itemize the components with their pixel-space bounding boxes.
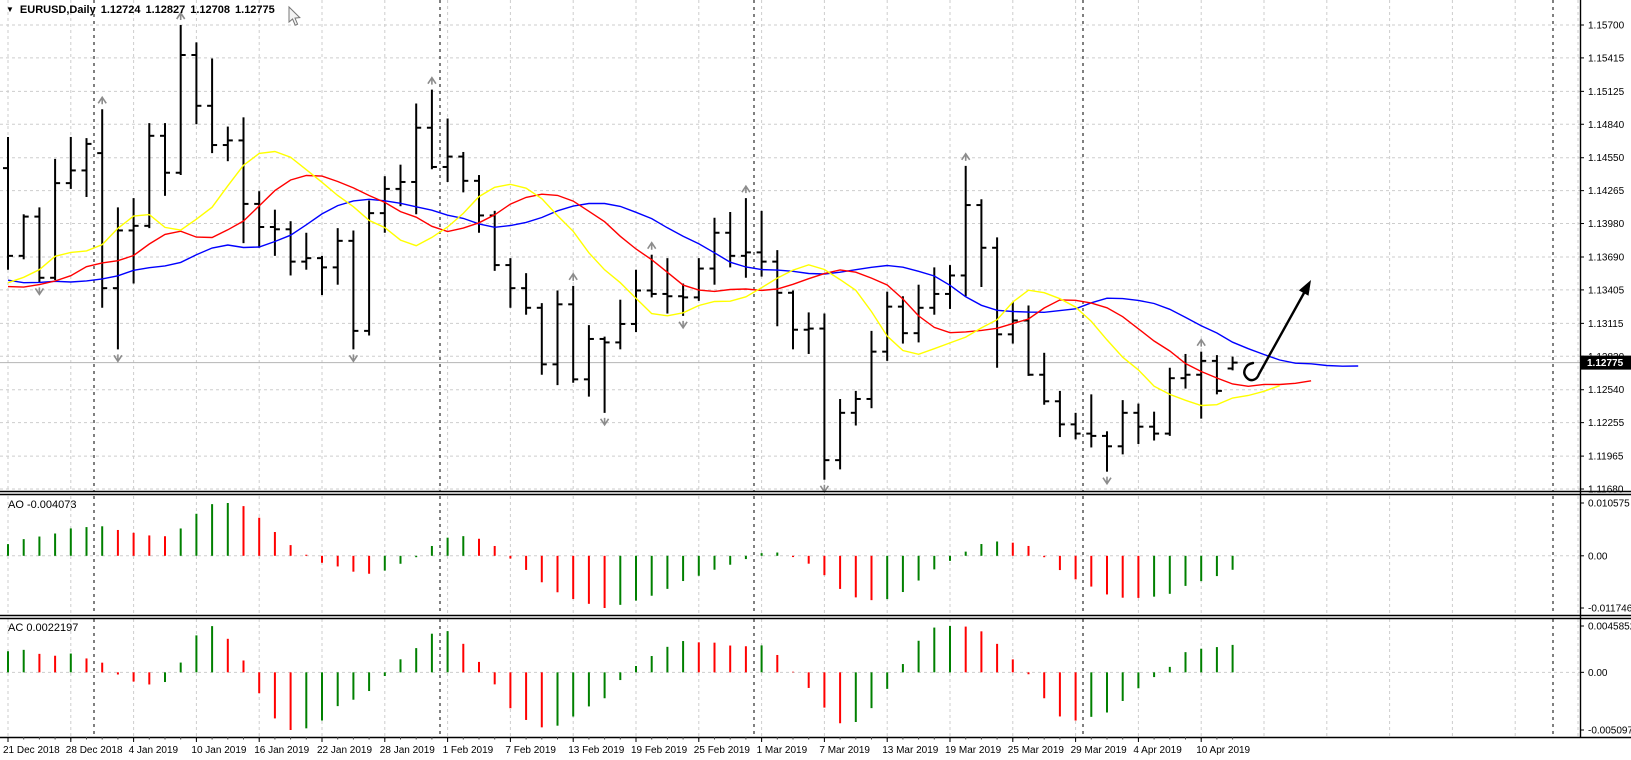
title-close-value: 1.12775 — [235, 4, 275, 16]
date-label: 4 Apr 2019 — [1133, 745, 1182, 756]
ao-histogram: 0.010575 0.00 -0.011746 — [0, 499, 1631, 615]
grid — [0, 0, 1580, 737]
date-label: 7 Mar 2019 — [819, 745, 870, 756]
fractal-down-icon — [34, 287, 45, 296]
fractal-up-icon — [961, 152, 971, 161]
date-label: 1 Mar 2019 — [757, 745, 808, 756]
price-axis-label: 1.14265 — [1588, 186, 1625, 197]
alligator-lips-line — [7, 150, 1280, 407]
fractal-up-icon — [1196, 338, 1206, 347]
fractal-down-icon — [113, 354, 123, 363]
price-axis-label: 1.15700 — [1588, 21, 1625, 32]
current-price-box — [1581, 355, 1631, 370]
date-label: 13 Mar 2019 — [882, 745, 939, 756]
ac-indicator-value: 0.0022197 — [26, 622, 79, 634]
date-label: 22 Jan 2019 — [317, 745, 372, 756]
trend-arrow-annotation[interactable] — [1243, 280, 1311, 382]
date-label: 1 Feb 2019 — [443, 745, 494, 756]
alligator-lines — [7, 150, 1359, 407]
period-separators — [93, 0, 1554, 737]
date-label: 28 Jan 2019 — [380, 745, 435, 756]
date-label: 19 Feb 2019 — [631, 745, 688, 756]
title-high-value: 1.12827 — [145, 4, 186, 16]
fractal-up-icon — [647, 241, 657, 250]
date-label: 16 Jan 2019 — [254, 745, 309, 756]
title-open-value: 1.12724 — [100, 4, 141, 16]
ao-indicator-label: AO -0.004073 — [8, 499, 77, 511]
date-label: 25 Mar 2019 — [1008, 745, 1065, 756]
current-price-value: 1.12775 — [1587, 358, 1624, 369]
fractal-up-icon — [427, 76, 437, 85]
panel-borders — [0, 0, 1631, 739]
price-axis-label: 1.15415 — [1588, 53, 1625, 64]
date-label: 21 Dec 2018 — [3, 745, 60, 756]
fractal-arrows — [34, 11, 1206, 494]
ao-histogram-axis-label: 0.010575 — [1588, 499, 1630, 510]
date-label: 10 Jan 2019 — [191, 745, 246, 756]
price-axis-label: 1.11965 — [1588, 452, 1624, 463]
ao-histogram-axis-label: 0.00 — [1588, 551, 1608, 562]
fractal-down-icon — [1102, 476, 1112, 486]
price-axis-label: 1.11680 — [1588, 485, 1624, 496]
ao-indicator-value: -0.004073 — [26, 499, 77, 511]
fractal-up-icon — [176, 11, 186, 20]
date-label: 29 Mar 2019 — [1071, 745, 1128, 756]
mouse-cursor-icon — [288, 5, 301, 26]
alligator-jaw-line — [7, 198, 1359, 367]
fractal-down-icon — [348, 354, 359, 363]
fractal-down-icon — [599, 417, 610, 427]
ohlc-bars — [3, 25, 1238, 480]
price-axis-label: 1.13690 — [1588, 253, 1625, 264]
ac-histogram-axis-label: 0.0045852 — [1588, 622, 1631, 633]
price-axis-label: 1.13115 — [1588, 319, 1624, 330]
ao-indicator-name: AO — [8, 499, 24, 511]
date-label: 25 Feb 2019 — [694, 745, 751, 756]
symbol-dropdown-icon[interactable]: ▼ — [6, 5, 14, 14]
price-axis-label: 1.13980 — [1588, 219, 1625, 230]
date-label: 10 Apr 2019 — [1196, 745, 1250, 756]
date-axis: 21 Dec 2018 28 Dec 2018 4 Jan 2019 10 Jan 2… — [3, 737, 1251, 756]
price-axis: 1.15700 1.15415 1.15125 1.14840 1.14550 1.142… — [1580, 21, 1631, 496]
ac-histogram-axis-label: -0.005097 — [1588, 726, 1631, 737]
ac-indicator-name: AC — [8, 622, 24, 634]
fractal-down-icon — [819, 484, 830, 494]
fractal-up-icon — [97, 95, 107, 105]
chart-title: ▼ EURUSD,Daily 1.12724 1.12827 1.12708 1.1277… — [6, 4, 275, 16]
ac-histogram: 0.0045852 0.00 -0.005097 — [0, 622, 1631, 737]
date-label: 4 Jan 2019 — [129, 745, 179, 756]
price-axis-label: 1.14840 — [1588, 120, 1625, 131]
date-label: 19 Mar 2019 — [945, 745, 1002, 756]
fractal-up-icon — [568, 272, 578, 281]
price-axis-label: 1.12540 — [1588, 385, 1625, 396]
title-low-value: 1.12708 — [190, 4, 231, 16]
alligator-teeth-line — [7, 174, 1312, 388]
price-axis-label: 1.14550 — [1588, 153, 1625, 164]
fractal-down-icon — [678, 320, 688, 330]
price-axis-label: 1.12255 — [1588, 418, 1625, 429]
date-label: 7 Feb 2019 — [505, 745, 556, 756]
price-axis-label: 1.13405 — [1588, 285, 1625, 296]
ao-histogram-axis-label: -0.011746 — [1588, 604, 1631, 615]
price-axis-label: 1.15125 — [1588, 87, 1625, 98]
symbol-period-label: EURUSD,Daily — [19, 4, 96, 16]
fractal-up-icon — [741, 184, 751, 194]
date-label: 13 Feb 2019 — [568, 745, 625, 756]
date-label: 28 Dec 2018 — [66, 745, 123, 756]
ac-indicator-label: AC 0.0022197 — [8, 622, 78, 634]
ac-histogram-axis-label: 0.00 — [1588, 668, 1608, 679]
